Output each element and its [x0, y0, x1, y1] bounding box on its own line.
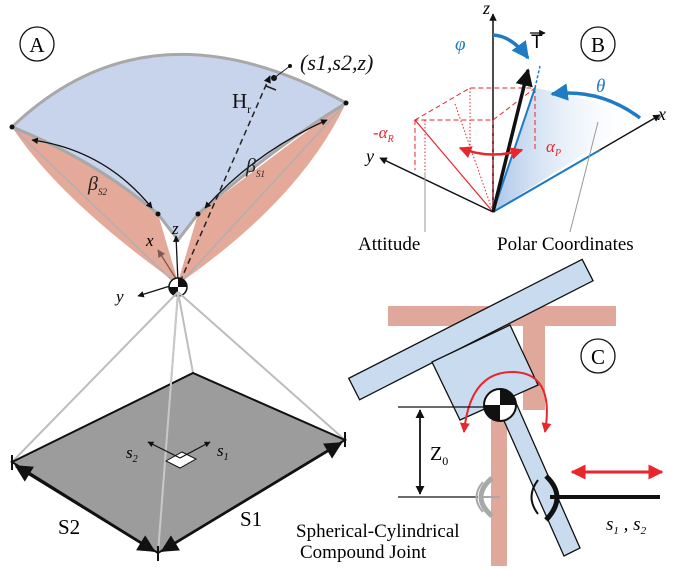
svg-text:αP: αP	[546, 137, 561, 159]
svg-text:θ: θ	[596, 76, 605, 97]
axis-y-a	[137, 285, 171, 298]
svg-text:A: A	[29, 33, 45, 57]
attitude-label: Attitude	[358, 234, 420, 255]
phi-arc	[492, 33, 530, 60]
alpha-arrow	[458, 146, 524, 160]
com-symbol-a	[168, 277, 188, 297]
axis-y-b	[379, 157, 494, 213]
rotation-arc	[459, 370, 552, 433]
svg-text:s2: s2	[126, 443, 138, 465]
panel-b-badge	[580, 26, 616, 62]
hr-line	[179, 75, 271, 283]
svg-text:s1 , s2: s1 , s2	[606, 514, 647, 537]
axis-z-a	[173, 235, 180, 283]
rod	[496, 395, 581, 557]
com-symbol-c	[483, 388, 517, 422]
axis-x-a	[157, 249, 179, 283]
beta-s2-label: βS2	[87, 173, 107, 197]
dim-s1	[160, 441, 343, 553]
point-label: (s1,s2,z)	[300, 50, 373, 75]
panel-c-badge	[580, 338, 616, 374]
joint-caption-2: Compound Joint	[300, 542, 427, 563]
panel-a-badge	[19, 26, 55, 62]
beta-s1-label: βS1	[245, 155, 265, 179]
joint-caption-1: Spherical-Cylindrical	[296, 521, 460, 542]
thrust-label: T	[531, 32, 543, 53]
svg-text:x: x	[657, 104, 666, 124]
edge-s1-label: S1	[240, 507, 262, 531]
dim-s2	[14, 464, 156, 553]
svg-text:φ: φ	[455, 34, 466, 55]
svg-text:C: C	[591, 345, 605, 369]
svg-text:-αR: -αR	[373, 123, 394, 145]
joint-gray	[478, 476, 494, 518]
svg-text:y: y	[364, 146, 374, 166]
panel-c: Z0 s1 , s2 Spherical-Cylindrical Compoun…	[296, 258, 664, 566]
thrust-vector	[491, 68, 533, 213]
svg-text:z: z	[171, 219, 179, 238]
svg-text:y: y	[114, 287, 124, 306]
panel-b: z x y T φ θ	[358, 0, 666, 255]
svg-text:B: B	[591, 33, 605, 57]
panel-a: βS2 βS1 (s1,s2,z) Hr z x y	[9, 26, 373, 561]
tilted-panel	[347, 258, 594, 401]
polar-label: Polar Coordinates	[497, 234, 634, 255]
polar-wedge	[493, 88, 640, 212]
theta-arc	[550, 83, 642, 120]
frame-stem	[491, 420, 507, 566]
svg-text:x: x	[145, 231, 154, 250]
svg-text:z: z	[482, 0, 490, 18]
edge-s2-label: S2	[58, 515, 80, 539]
svg-text:Z0: Z0	[430, 443, 448, 468]
hr-label: Hr	[232, 89, 251, 116]
beta-s2-arc	[31, 137, 153, 209]
beta-s1-arc	[204, 119, 328, 209]
